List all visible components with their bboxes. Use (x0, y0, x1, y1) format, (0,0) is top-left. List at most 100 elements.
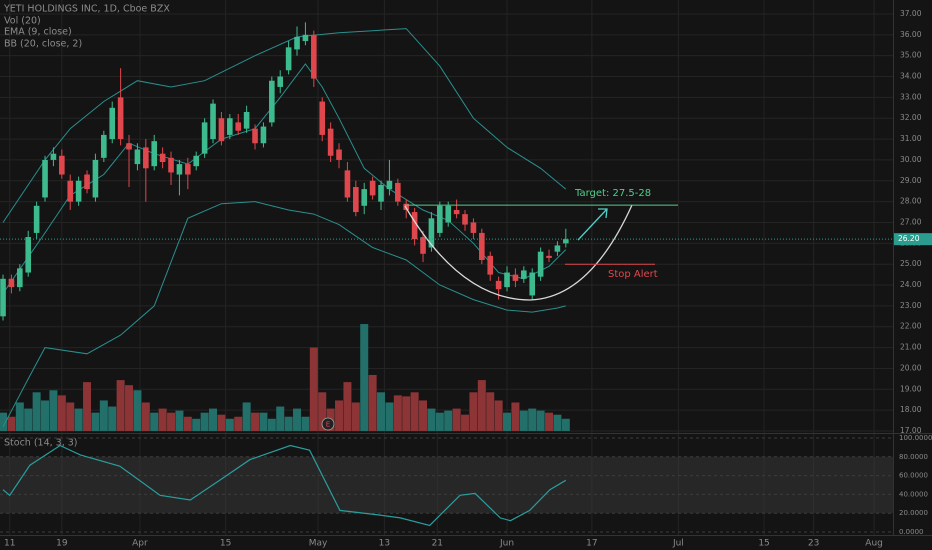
candle-body (243, 111, 250, 129)
volume-bar (217, 414, 226, 431)
volume-bar (251, 412, 260, 431)
volume-bar (545, 412, 554, 431)
candle-body (302, 34, 309, 42)
candle-body (411, 212, 418, 240)
target-arrow (577, 208, 608, 241)
volume-bar (486, 392, 495, 431)
volume-bar (301, 416, 310, 431)
candle-body (529, 272, 536, 296)
y-tick-label: 33.00 (900, 92, 922, 101)
candle-body (504, 272, 510, 288)
earnings-marker (321, 417, 335, 431)
y-tick-label: 18.00 (900, 405, 922, 414)
marks (0, 22, 570, 431)
candle-body (378, 184, 384, 202)
candle-body (109, 107, 116, 140)
y-tick-label: 23.00 (900, 301, 922, 310)
volume-bar (108, 406, 117, 431)
candle-body (470, 222, 477, 233)
candle-body (327, 128, 334, 156)
earnings-label: E (326, 421, 330, 429)
x-tick-label: 23 (808, 539, 819, 549)
candle-body (260, 126, 267, 144)
stoch-tick-label: 0.0000 (899, 528, 924, 536)
volume-bar (167, 412, 176, 431)
candle-body (126, 143, 132, 150)
last-price-label: 26.20 (898, 234, 920, 243)
candle-body (92, 159, 99, 198)
volume-bar (385, 402, 394, 431)
volume-bar (32, 392, 41, 431)
candle-body (420, 237, 426, 254)
candle-body (50, 153, 57, 160)
volume-bar (267, 418, 276, 431)
target-label: Target: 27.5-28 (574, 188, 651, 199)
y-tick-label: 30.00 (900, 155, 922, 164)
candle-body (445, 205, 452, 223)
volume-bar (57, 395, 66, 431)
candle-body (336, 149, 342, 160)
volume-bar (99, 400, 108, 431)
candle-body (168, 157, 174, 173)
stoch-title: Stoch (14, 3, 3) (4, 438, 78, 449)
y-tick-label: 34.00 (900, 72, 922, 81)
volume-bar (351, 402, 360, 431)
candle-body (537, 251, 544, 277)
candle-body (227, 118, 233, 135)
volume-bar (225, 418, 234, 431)
candle-body (428, 218, 435, 248)
volume-bar (183, 416, 192, 431)
volume-bar (553, 414, 562, 431)
candle-body (159, 153, 166, 163)
volume-bar (528, 408, 537, 431)
volume-bar (125, 385, 134, 431)
volume-bar (234, 416, 243, 431)
x-tick-label: May (309, 539, 328, 549)
volume-bar (175, 410, 184, 431)
candle-body (252, 128, 258, 144)
volume-bar (519, 410, 528, 431)
candle-body (487, 255, 494, 275)
stoch-tick-label: 100.0000 (899, 434, 932, 442)
candle-body (8, 278, 15, 288)
volume-bar (419, 400, 428, 431)
candle-body (67, 180, 74, 202)
legend-indicator: BB (20, close, 2) (4, 39, 82, 50)
x-tick-label: 17 (586, 539, 597, 549)
candle-body (17, 268, 23, 288)
volume-bar (116, 380, 125, 431)
volume-bar (141, 402, 150, 431)
volume-bar (343, 382, 352, 431)
candle-body (117, 97, 124, 140)
stoch-tick-label: 80.0000 (899, 453, 928, 461)
candle-body (554, 245, 561, 252)
candle-body (210, 103, 216, 140)
x-tick-label: Jul (672, 539, 684, 549)
y-tick-label: 28.00 (900, 197, 922, 206)
volume-bar (0, 412, 8, 431)
candle-body (201, 122, 208, 154)
candle-body (386, 180, 393, 190)
volume-bar (7, 416, 16, 431)
y-tick-label: 32.00 (900, 113, 922, 122)
volume-bar (200, 412, 209, 431)
volume-bar (41, 400, 50, 431)
candle-body (193, 155, 200, 167)
legend-indicator: Vol (20) (4, 16, 41, 27)
volume-bar (293, 408, 302, 431)
volume-bar (15, 402, 24, 431)
volume-bar (259, 412, 268, 431)
y-tick-label: 31.00 (900, 134, 922, 143)
x-tick-label: 15 (220, 539, 231, 549)
x-tick-label: 11 (4, 539, 15, 549)
legend-title: YETI HOLDINGS INC, 1D, Cboe BZX (3, 4, 170, 15)
candle-body (277, 76, 284, 87)
volume-bar (83, 382, 92, 431)
x-tick-label: 13 (379, 539, 390, 549)
candle-body (395, 182, 401, 202)
candle-body (563, 239, 569, 244)
candle-body (462, 214, 468, 225)
volume-bar (360, 324, 369, 431)
candle-body (42, 159, 48, 198)
candle-body (294, 36, 300, 50)
